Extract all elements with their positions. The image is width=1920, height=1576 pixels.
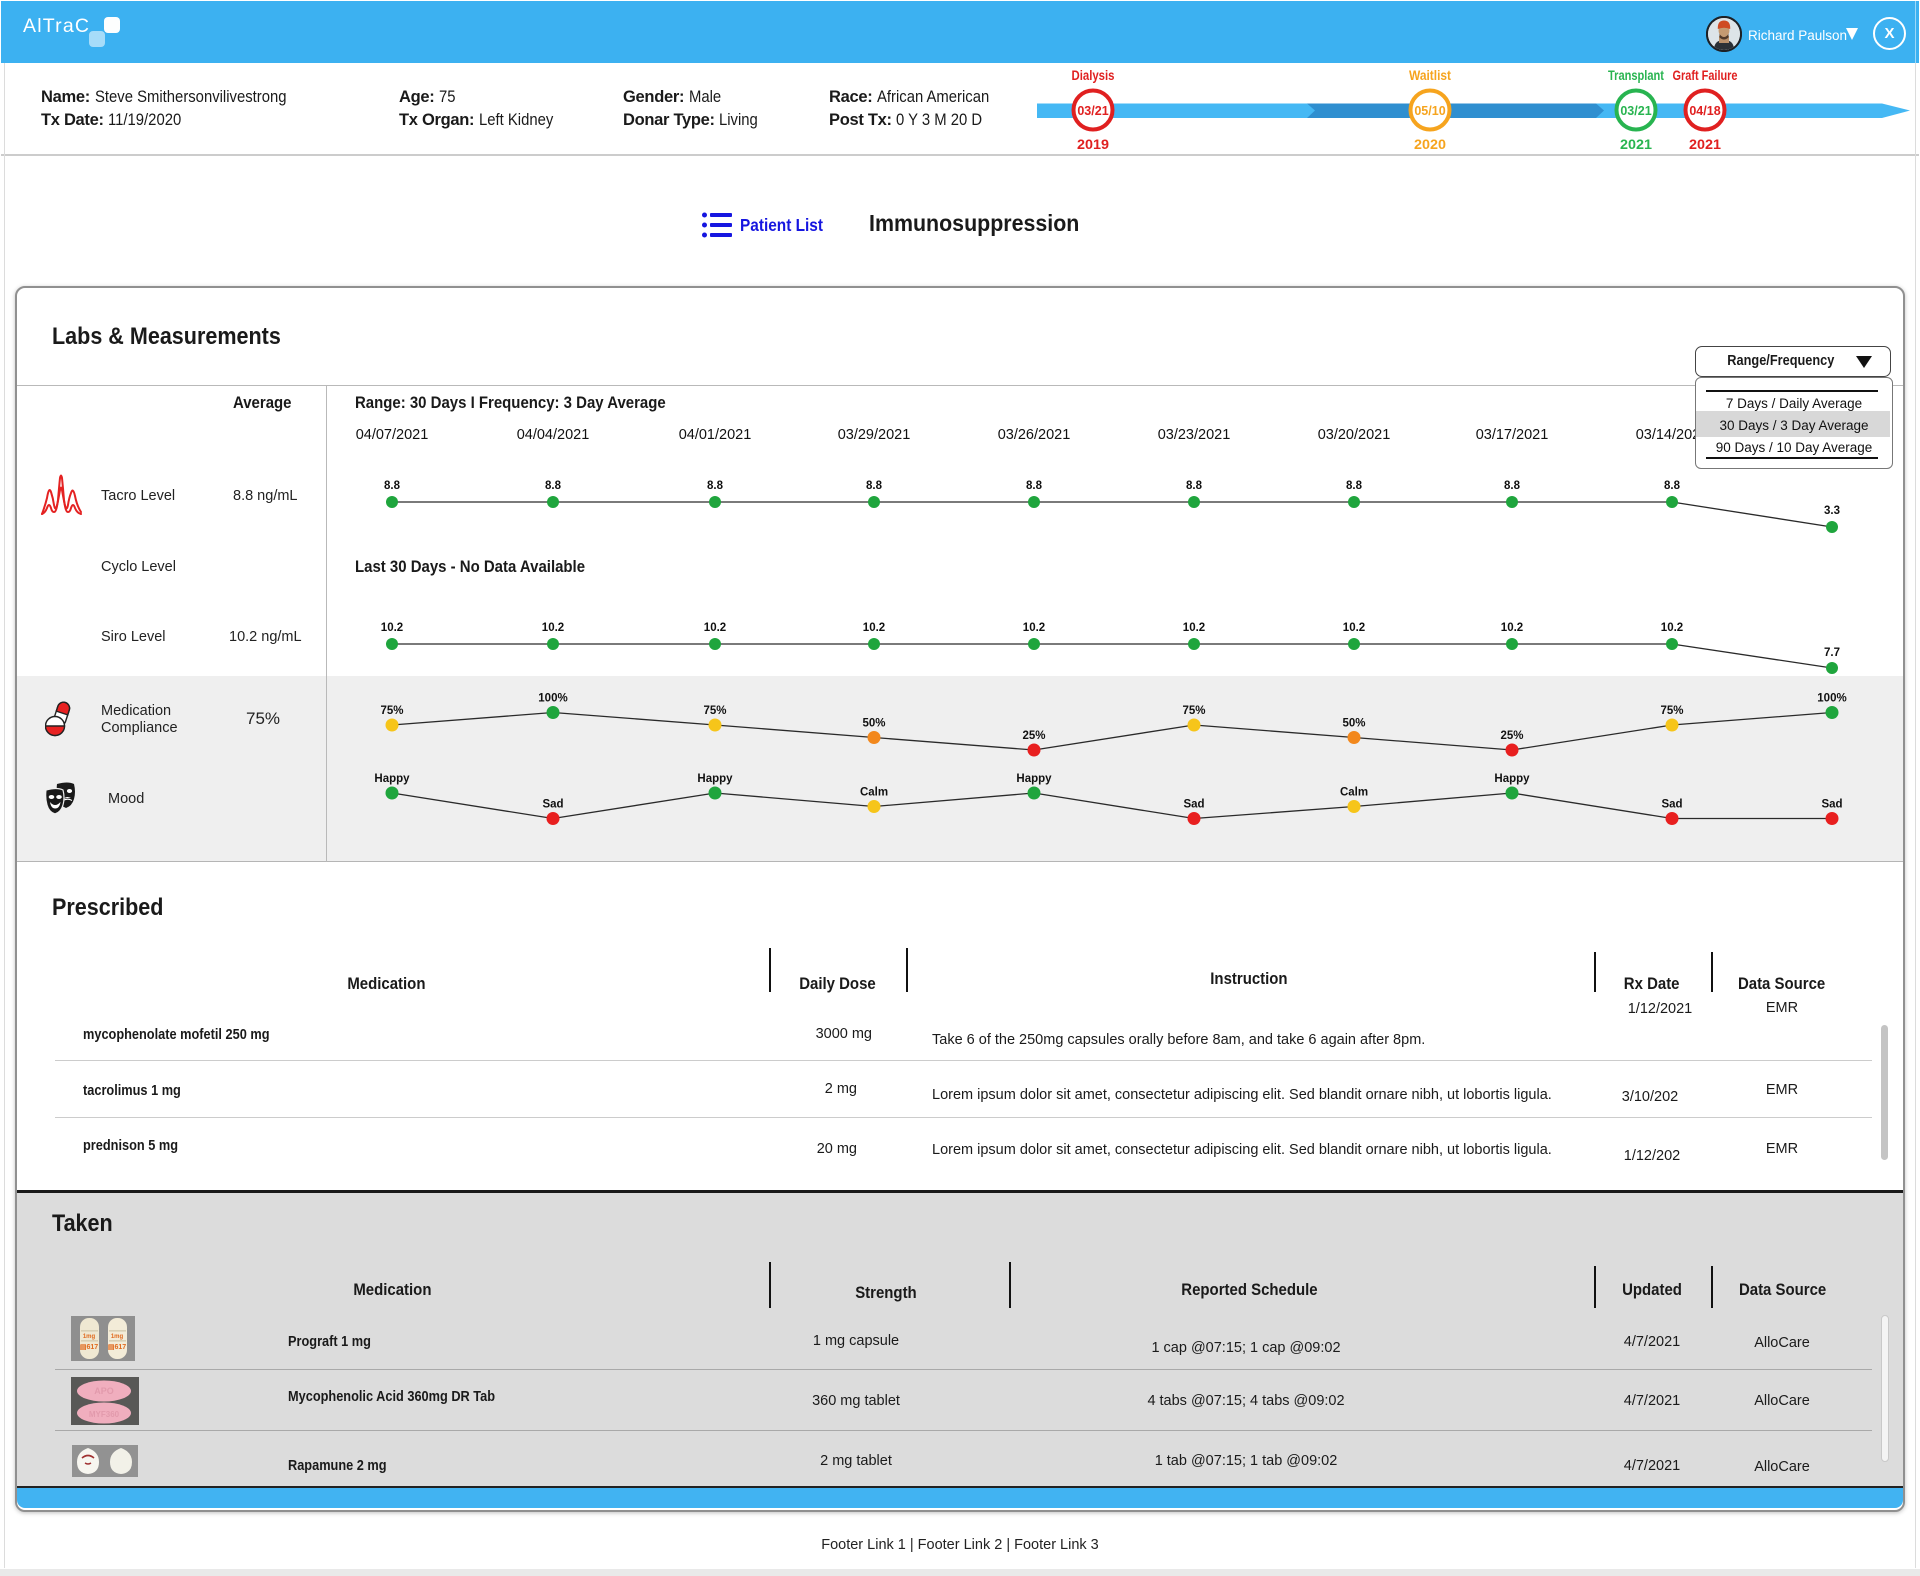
svg-text:Happy: Happy <box>1016 773 1052 785</box>
svg-text:10.2: 10.2 <box>542 622 564 634</box>
svg-text:75%: 75% <box>703 705 726 717</box>
svg-text:05/10: 05/10 <box>1414 104 1445 118</box>
svg-text:100%: 100% <box>538 693 567 705</box>
svg-text:10.2: 10.2 <box>704 622 726 634</box>
svg-text:Dialysis: Dialysis <box>1072 67 1115 83</box>
svg-text:2021: 2021 <box>1620 136 1652 152</box>
svg-text:10.2: 10.2 <box>863 622 885 634</box>
svg-text:8.8: 8.8 <box>1186 480 1203 492</box>
svg-text:75%: 75% <box>380 705 403 717</box>
svg-text:8.8: 8.8 <box>707 480 724 492</box>
svg-text:1mg: 1mg <box>83 1334 96 1340</box>
svg-text:1mg: 1mg <box>111 1334 124 1340</box>
svg-text:10.2: 10.2 <box>381 622 403 634</box>
svg-text:Sad: Sad <box>1183 799 1204 811</box>
svg-text:Sad: Sad <box>1821 799 1842 811</box>
svg-text:3.3: 3.3 <box>1824 505 1840 517</box>
svg-text:Happy: Happy <box>697 773 733 785</box>
svg-text:8.8: 8.8 <box>384 480 401 492</box>
svg-text:10.2: 10.2 <box>1661 622 1683 634</box>
svg-text:10.2: 10.2 <box>1023 622 1045 634</box>
svg-text:10.2: 10.2 <box>1183 622 1205 634</box>
svg-text:8.8: 8.8 <box>866 480 883 492</box>
svg-text:8.8: 8.8 <box>1346 480 1363 492</box>
svg-text:MYF360: MYF360 <box>89 1410 120 1419</box>
svg-text:100%: 100% <box>1817 693 1846 705</box>
svg-text:03/21: 03/21 <box>1077 104 1108 118</box>
svg-text:50%: 50% <box>1342 718 1365 730</box>
svg-text:Sad: Sad <box>1661 799 1682 811</box>
svg-text:Happy: Happy <box>1494 773 1530 785</box>
svg-text:Sad: Sad <box>542 799 563 811</box>
svg-text:Graft Failure: Graft Failure <box>1673 67 1738 83</box>
svg-text:APO: APO <box>94 1386 114 1396</box>
svg-text:Transplant: Transplant <box>1608 67 1664 83</box>
svg-text:Happy: Happy <box>374 773 410 785</box>
svg-text:10.2: 10.2 <box>1343 622 1365 634</box>
svg-text:▤617: ▤617 <box>80 1344 98 1351</box>
svg-text:8.8: 8.8 <box>1504 480 1521 492</box>
svg-text:25%: 25% <box>1022 730 1045 742</box>
svg-text:2019: 2019 <box>1077 136 1109 152</box>
svg-text:75%: 75% <box>1182 705 1205 717</box>
svg-text:Calm: Calm <box>860 787 888 799</box>
svg-text:25%: 25% <box>1500 730 1523 742</box>
svg-text:04/18: 04/18 <box>1689 104 1720 118</box>
svg-text:50%: 50% <box>862 718 885 730</box>
svg-text:03/21: 03/21 <box>1620 104 1651 118</box>
svg-text:2020: 2020 <box>1414 136 1446 152</box>
svg-text:75%: 75% <box>1660 705 1683 717</box>
svg-text:8.8: 8.8 <box>1664 480 1681 492</box>
svg-text:7.7: 7.7 <box>1824 647 1840 659</box>
svg-text:Waitlist: Waitlist <box>1409 67 1451 83</box>
svg-text:2021: 2021 <box>1689 136 1721 152</box>
svg-text:▤617: ▤617 <box>108 1344 126 1351</box>
svg-text:8.8: 8.8 <box>1026 480 1043 492</box>
svg-text:10.2: 10.2 <box>1501 622 1523 634</box>
svg-text:8.8: 8.8 <box>545 480 562 492</box>
svg-text:Calm: Calm <box>1340 787 1368 799</box>
